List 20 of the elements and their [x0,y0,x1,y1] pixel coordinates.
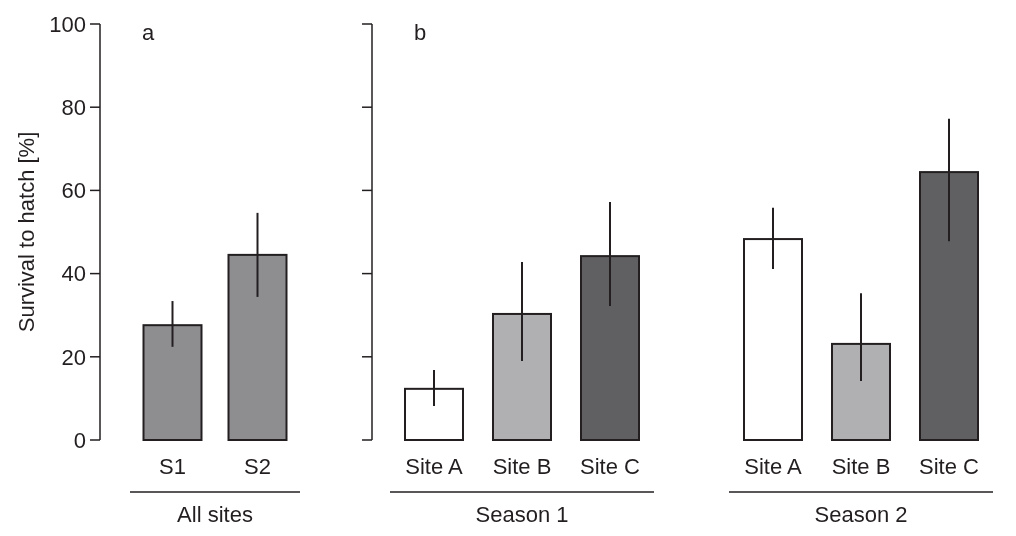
text: Season 1 [475,502,569,527]
y-tick-label: 20 [61,344,86,370]
y-tick-label: 80 [61,94,86,120]
y-tick-label: 60 [61,178,86,204]
x-tick-label: S2 [244,454,271,479]
x-tick-label: Site C [580,454,641,479]
x-tick-label: Site B [831,454,891,479]
chart-title: b [413,20,427,45]
x-tick-label: Site A [405,454,464,479]
x-tick-label: Site B [492,454,552,479]
x-tick-label: Site C [919,454,980,479]
x-tick-label: S1 [159,454,186,479]
text: Season 2 [814,502,908,527]
text: All sites [177,502,253,527]
x-tick-label: Site A [744,454,803,479]
chart-title: a [141,20,155,45]
y-tick-label: 100 [49,11,86,37]
y-tick-label: 40 [61,261,86,287]
y-tick-label: 0 [73,427,86,453]
y-axis-title: Survival to hatch [%] [14,131,39,333]
